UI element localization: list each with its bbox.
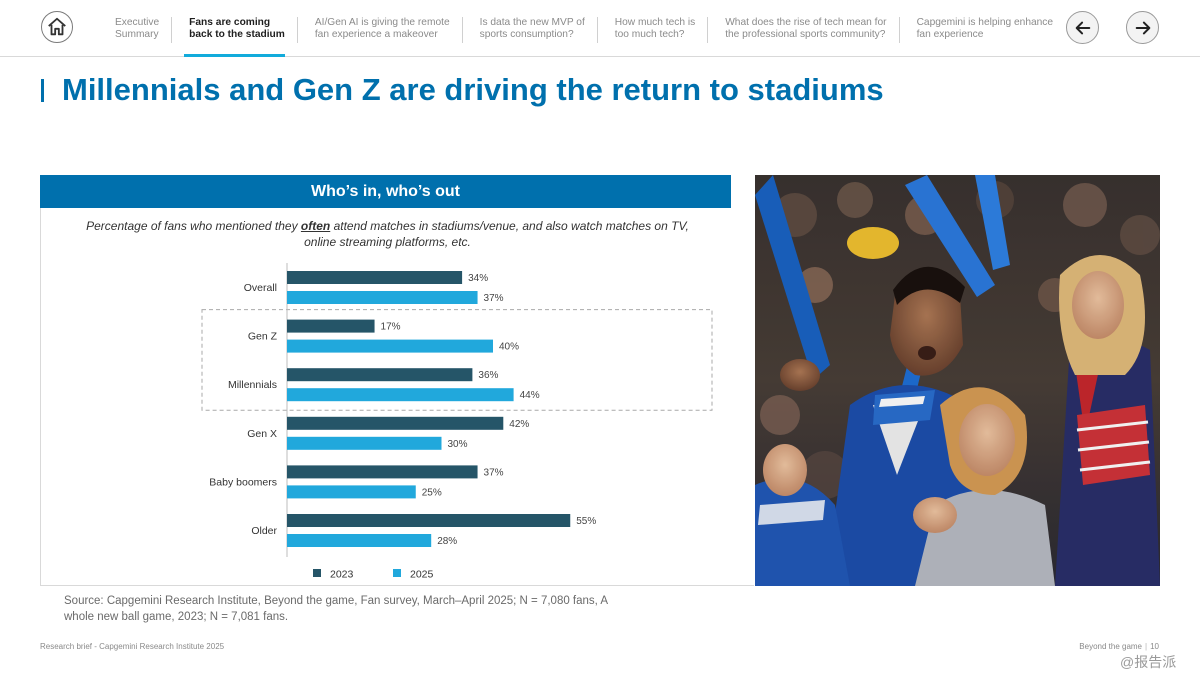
previous-page-button[interactable] bbox=[1066, 11, 1099, 44]
panel-left-border bbox=[40, 208, 41, 586]
home-icon bbox=[48, 17, 66, 36]
chart-subtitle-end: attend matches in stadiums/venue, and al… bbox=[304, 219, 689, 249]
nav-tab-7[interactable]: Capgemini is helping enhance fan experien… bbox=[898, 17, 1066, 43]
value-label-gen-z-2023: 17% bbox=[381, 322, 401, 333]
value-label-baby-boomers-2025: 25% bbox=[422, 487, 442, 498]
chart-subtitle-start: Percentage of fans who mentioned they bbox=[86, 219, 301, 233]
page-number: 10 bbox=[1150, 642, 1159, 651]
nav-tab-6[interactable]: What does the rise of tech mean for the p… bbox=[707, 17, 898, 43]
value-label-older-2023: 55% bbox=[576, 516, 596, 527]
bar-baby-boomers-2025 bbox=[287, 485, 416, 499]
nav-tab-label-line2: the professional sports community? bbox=[725, 28, 886, 40]
category-label-overall: Overall bbox=[244, 282, 277, 294]
nav-tab-2[interactable]: Fans are coming back to the stadium bbox=[171, 17, 297, 57]
nav-tab-label-line1: Fans are coming bbox=[189, 17, 271, 28]
value-label-gen-z-2025: 40% bbox=[499, 342, 519, 353]
category-label-gen-z: Gen Z bbox=[248, 331, 278, 343]
category-label-older: Older bbox=[251, 525, 277, 537]
footer-separator: | bbox=[1145, 642, 1148, 651]
page-title: Millennials and Gen Z are driving the re… bbox=[62, 72, 884, 107]
nav-tab-label-line2: sports consumption? bbox=[479, 28, 574, 40]
panel-bottom-border bbox=[40, 585, 754, 586]
value-label-baby-boomers-2023: 37% bbox=[484, 467, 504, 478]
legend-swatch-2023 bbox=[313, 569, 321, 577]
bar-gen-z-2023 bbox=[287, 319, 375, 333]
nav-tab-label-line1: What does the rise of tech mean for bbox=[725, 17, 887, 28]
category-label-gen-x: Gen X bbox=[247, 428, 277, 440]
highlight-box bbox=[201, 309, 713, 411]
legend-label-2023: 2023 bbox=[330, 569, 354, 581]
arrow-right-icon bbox=[1135, 21, 1150, 34]
bar-millennials-2025 bbox=[287, 388, 514, 402]
nav-tab-label-line1: Capgemini is helping enhance bbox=[916, 17, 1054, 28]
section-tabs: Executive Summary Fans are coming back to t… bbox=[98, 17, 1066, 57]
bar-gen-z-2025 bbox=[287, 339, 493, 353]
bar-millennials-2023 bbox=[287, 368, 473, 382]
nav-tab-label-line2: fan experience bbox=[916, 28, 984, 40]
nav-tab-label-line1: How much tech is bbox=[614, 17, 696, 28]
footer-publication: Research brief - Capgemini Research Inst… bbox=[40, 642, 225, 651]
value-label-millennials-2025: 44% bbox=[520, 390, 540, 401]
footer-section-name: Beyond the game bbox=[1079, 642, 1143, 651]
nav-tab-label-line2: Summary bbox=[115, 28, 159, 40]
value-label-millennials-2023: 36% bbox=[478, 370, 498, 381]
category-label-baby-boomers: Baby boomers bbox=[209, 476, 277, 488]
bar-older-2025 bbox=[287, 534, 432, 547]
watermark: @报告派 bbox=[1120, 654, 1177, 670]
title-accent-bar bbox=[41, 79, 44, 102]
nav-tab-label-line2: back to the stadium bbox=[189, 28, 285, 40]
nav-tab-3[interactable]: AI/Gen AI is giving the remote fan experi… bbox=[296, 17, 462, 43]
value-label-older-2025: 28% bbox=[437, 536, 457, 547]
bar-overall-2023 bbox=[287, 271, 463, 284]
home-button[interactable] bbox=[41, 11, 73, 43]
chart-header: Who’s in, who’s out bbox=[40, 175, 731, 208]
value-label-overall-2023: 34% bbox=[468, 273, 488, 284]
nav-tab-label-line2: too much tech? bbox=[614, 28, 685, 40]
nav-tab-label-line1: Is data the new MVP of bbox=[479, 17, 585, 28]
category-label-millennials: Millennials bbox=[228, 379, 277, 391]
nav-tab-4[interactable]: Is data the new MVP of sports consumption… bbox=[461, 17, 597, 43]
legend-swatch-2025 bbox=[393, 569, 401, 577]
footer-section: Beyond the game | 10 bbox=[1079, 642, 1159, 651]
value-label-gen-x-2023: 42% bbox=[509, 419, 529, 430]
bar-chart: Overall 34% 37% Gen Z 17% 40% Millennials 36% 44… bbox=[201, 263, 713, 581]
nav-tab-1[interactable]: Executive Summary bbox=[98, 17, 171, 43]
next-page-button[interactable] bbox=[1126, 11, 1159, 44]
nav-tab-label-line1: Executive bbox=[115, 17, 160, 28]
bar-overall-2025 bbox=[287, 291, 478, 304]
top-navigation: Executive Summary Fans are coming back to t… bbox=[0, 0, 1200, 57]
stadium-fans-photo bbox=[755, 175, 1160, 586]
source-note: Source: Capgemini Research Institute, Be… bbox=[64, 595, 608, 623]
arrow-left-icon bbox=[1075, 21, 1090, 34]
legend-label-2025: 2025 bbox=[410, 569, 434, 581]
bar-older-2023 bbox=[287, 514, 571, 527]
chart-subtitle-emphasis: often bbox=[300, 219, 331, 233]
nav-tab-5[interactable]: How much tech is too much tech? bbox=[596, 17, 707, 43]
bar-gen-x-2025 bbox=[287, 436, 442, 450]
nav-tab-label-line2: fan experience a makeover bbox=[314, 28, 438, 40]
chart-subtitle: Percentage of fans who mentioned they of… bbox=[80, 218, 695, 250]
bar-baby-boomers-2023 bbox=[287, 465, 478, 479]
nav-tab-label-line1: AI/Gen AI is giving the remote bbox=[314, 17, 450, 28]
value-label-gen-x-2025: 30% bbox=[448, 439, 468, 450]
bar-gen-x-2023 bbox=[287, 416, 504, 430]
value-label-overall-2025: 37% bbox=[484, 293, 504, 304]
